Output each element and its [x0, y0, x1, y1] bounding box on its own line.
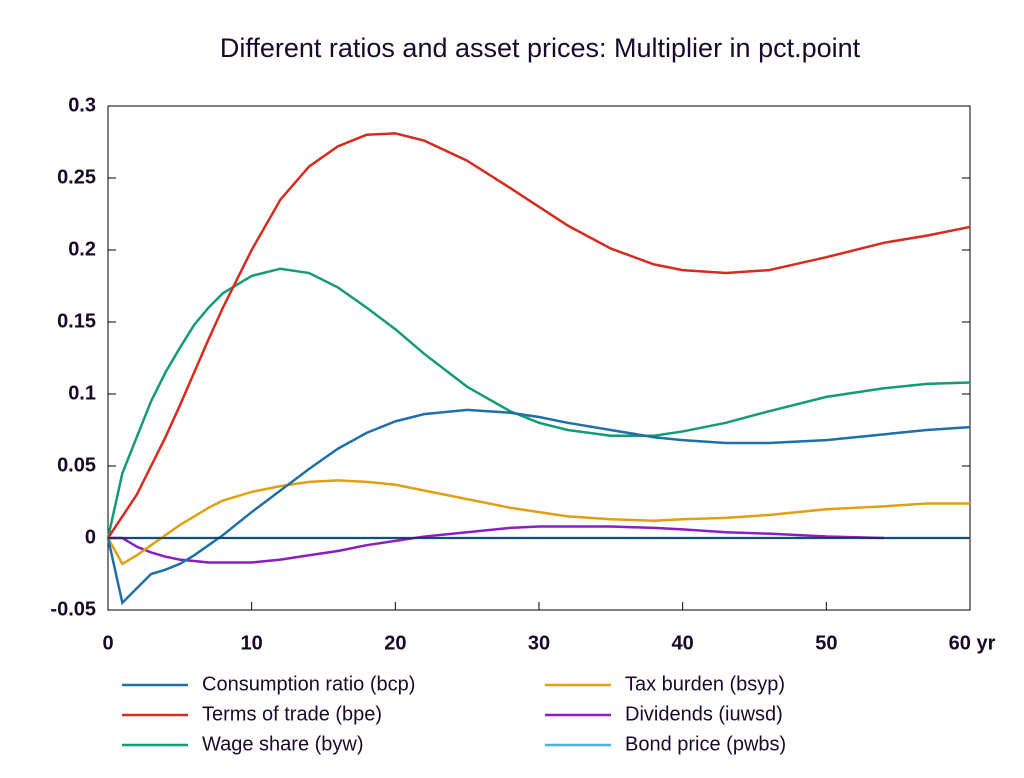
legend-label: Wage share (byw)	[202, 733, 364, 755]
y-tick-label: 0.15	[57, 310, 96, 332]
y-tick-label: 0.2	[68, 238, 96, 260]
legend-label: Bond price (pwbs)	[625, 733, 786, 755]
x-tick-label: 60 yr	[949, 632, 996, 654]
x-tick-label: 0	[102, 632, 113, 654]
legend-label: Terms of trade (bpe)	[202, 703, 382, 725]
x-tick-label: 40	[672, 632, 694, 654]
legend-label: Tax burden (bsyp)	[625, 673, 785, 695]
series-line	[106, 479, 970, 566]
x-tick-label: 10	[241, 632, 263, 654]
series-line	[106, 408, 971, 606]
series-line	[106, 267, 971, 539]
chart-title: Different ratios and asset prices: Multi…	[220, 33, 861, 63]
y-tick-label: 0.25	[57, 166, 96, 188]
x-tick-label: 20	[384, 632, 406, 654]
legend-label: Consumption ratio (bcp)	[202, 673, 415, 695]
series-line	[106, 132, 971, 539]
y-tick-label: -0.05	[50, 598, 96, 620]
x-tick-label: 50	[815, 632, 837, 654]
y-tick-label: 0.05	[57, 454, 96, 476]
plot-frame	[107, 105, 971, 611]
y-tick-label: 0.1	[68, 382, 96, 404]
y-tick-label: 0.3	[68, 94, 96, 116]
legend-label: Dividends (iuwsd)	[625, 703, 783, 725]
series-line	[108, 525, 884, 564]
y-tick-label: 0	[85, 526, 96, 548]
x-tick-label: 30	[528, 632, 550, 654]
